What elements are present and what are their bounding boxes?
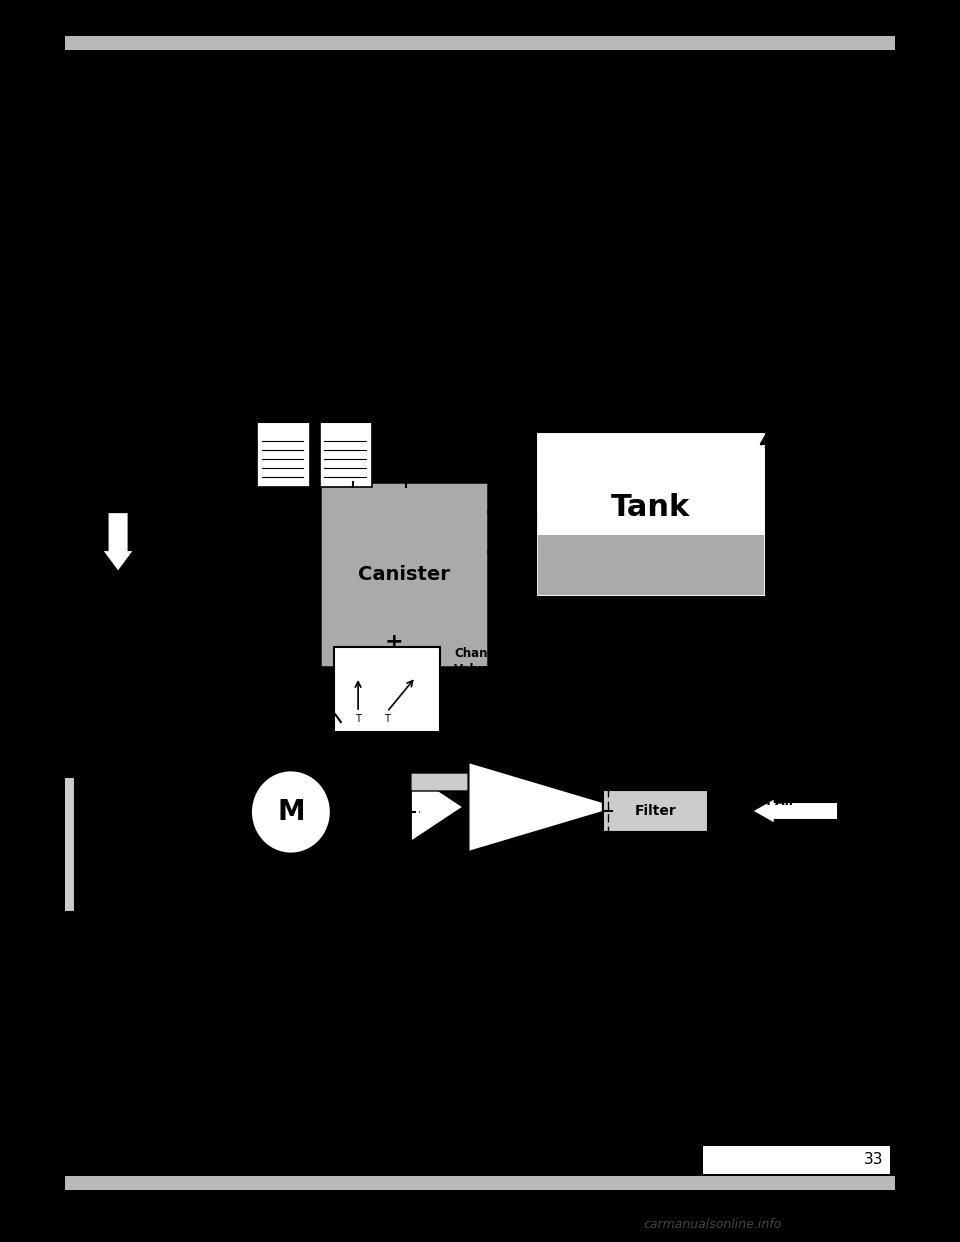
- Bar: [320, 482, 488, 667]
- Text: 3: 3: [0, 775, 6, 785]
- Circle shape: [432, 833, 447, 850]
- Bar: [536, 432, 766, 597]
- Text: +: +: [512, 497, 531, 517]
- Bar: [26, 771, 53, 789]
- Text: Throttle
Plate: Throttle Plate: [84, 427, 138, 456]
- Bar: [65, 36, 895, 50]
- FancyArrow shape: [102, 512, 134, 573]
- Text: T: T: [355, 714, 361, 724]
- Text: ation allowing the fuel system to “breath” through the inlet filter (similar to : ation allowing the fuel system to “breat…: [92, 220, 602, 230]
- Text: Electric
Motor LDP: Electric Motor LDP: [632, 687, 701, 717]
- Text: 2: 2: [36, 775, 42, 785]
- Circle shape: [251, 770, 331, 854]
- Text: 33: 33: [864, 1153, 883, 1167]
- Circle shape: [520, 718, 528, 727]
- Text: Filter: Filter: [635, 804, 677, 818]
- Polygon shape: [468, 763, 603, 852]
- Text: DC MOTOR LDP INACTIVE --  NORMAL PURGE VALVE OPERATION: DC MOTOR LDP INACTIVE -- NORMAL PURGE VA…: [92, 980, 566, 992]
- Bar: [257, 422, 310, 487]
- Bar: [603, 790, 708, 832]
- Text: Change-Over
Valve: Change-Over Valve: [454, 647, 540, 676]
- Text: canister.: canister.: [92, 1059, 140, 1069]
- Text: +: +: [385, 632, 403, 652]
- Bar: [65, 1176, 895, 1190]
- Text: In it’s inactive state the pump motor and the change over valve of the DC Motor : In it’s inactive state the pump motor an…: [92, 1010, 599, 1020]
- Text: Canister: Canister: [358, 565, 449, 584]
- Text: T: T: [384, 714, 390, 724]
- Text: carmanualsonline.info: carmanualsonline.info: [643, 1218, 781, 1231]
- Text: pensating for engine vacuum drawing on the hydrocarbon vapors stored in the char: pensating for engine vacuum drawing on t…: [92, 1043, 595, 1053]
- Text: surement for detecting leaks.: surement for detecting leaks.: [92, 154, 261, 164]
- Text: Purge
Valve: Purge Valve: [396, 422, 436, 451]
- Bar: [334, 647, 440, 732]
- FancyArrow shape: [411, 770, 488, 794]
- Bar: [253, 687, 263, 741]
- Text: CURRENT
MONITOR
MODULE: CURRENT MONITOR MODULE: [0, 822, 7, 853]
- Text: ing a Leak Diagnosis test.  The change over valve is open during all other perio: ing a Leak Diagnosis test. The change ov…: [92, 202, 607, 212]
- Text: Pump: Pump: [381, 877, 421, 891]
- Bar: [0, 771, 16, 789]
- Text: The  DC  Motor  LDP  ensures  accurate  fuel  system  leak  detection  for  leak: The DC Motor LDP ensures accurate fuel s…: [92, 104, 622, 114]
- Text: engine control module.  The ECM monitors the pump motor operating current as the: engine control module. The ECM monitors …: [92, 138, 608, 148]
- Polygon shape: [411, 773, 464, 842]
- Text: stroke of the current vacuum operated LDP).: stroke of the current vacuum operated LD…: [92, 236, 347, 246]
- Text: FUNCTION: FUNCTION: [92, 71, 185, 86]
- Bar: [703, 1146, 890, 1174]
- Bar: [320, 422, 372, 487]
- Text: Fresh Air: Fresh Air: [732, 795, 795, 809]
- Text: Tank: Tank: [612, 493, 690, 522]
- Text: 0.5mm (.020”).  The pump contains an integral DC motor which is activated direct: 0.5mm (.020”). The pump contains an inte…: [92, 120, 612, 130]
- Text: M: M: [277, 797, 304, 826]
- Text: 0.5mm
Reference
Orifice: 0.5mm Reference Orifice: [189, 687, 249, 722]
- Bar: [538, 535, 764, 595]
- FancyArrow shape: [752, 799, 838, 823]
- Bar: [248, 687, 612, 897]
- Bar: [0, 777, 75, 912]
- Text: The pump also contains an ECM controlled change over valve that is energized clo: The pump also contains an ECM controlled…: [92, 186, 611, 196]
- Circle shape: [0, 874, 14, 899]
- Text: Engine: Engine: [84, 627, 137, 641]
- Circle shape: [0, 840, 14, 864]
- Circle shape: [432, 764, 447, 780]
- Text: not energized.  When purge valve operation occurs filtered air enters the fuel s: not energized. When purge valve operatio…: [92, 1026, 612, 1036]
